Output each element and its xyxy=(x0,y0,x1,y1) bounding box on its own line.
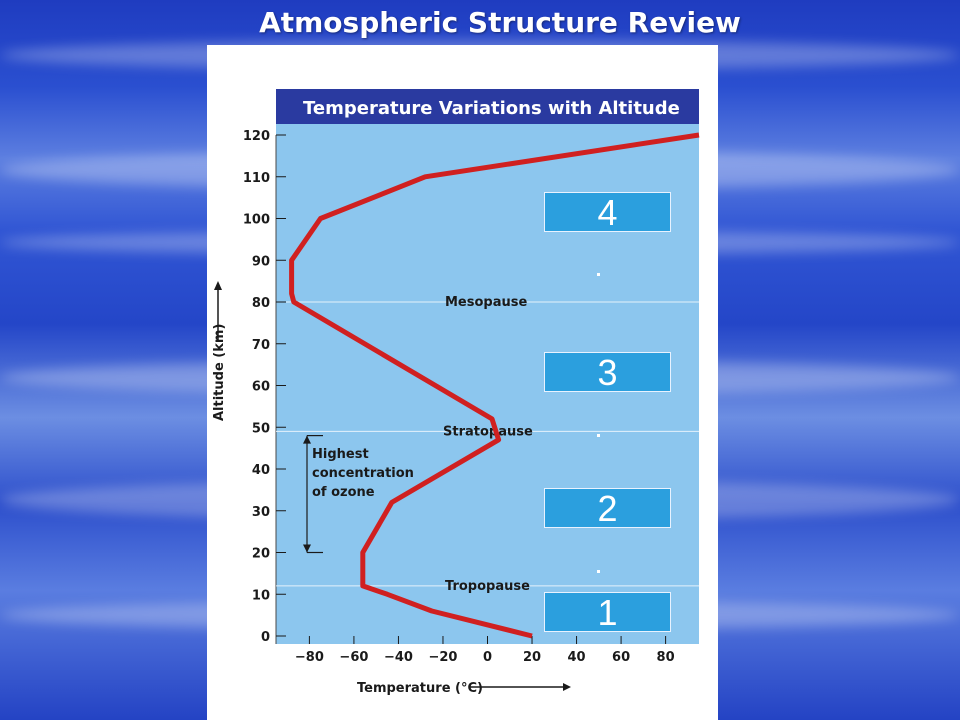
x-axis-arrowhead xyxy=(563,683,571,691)
x-tick-label: 60 xyxy=(612,650,630,665)
x-tick-label: 40 xyxy=(568,650,586,665)
y-tick-label: 70 xyxy=(252,338,270,353)
ozone-label: Highest xyxy=(312,447,369,462)
y-tick-label: 10 xyxy=(252,588,270,603)
layer-box-4: 4 xyxy=(544,192,671,233)
y-tick-label: 90 xyxy=(252,254,270,269)
y-tick-label: 120 xyxy=(243,129,270,144)
separator-dot xyxy=(597,273,600,276)
ozone-arrow-up xyxy=(303,435,311,444)
layer-box-2: 2 xyxy=(544,488,671,529)
y-tick-label: 80 xyxy=(252,296,270,311)
y-axis-arrowhead xyxy=(214,281,222,290)
y-tick-label: 100 xyxy=(243,213,270,228)
reference-line-label: Stratopause xyxy=(443,424,533,439)
y-tick-label: 110 xyxy=(243,171,270,186)
y-tick-label: 0 xyxy=(261,630,270,645)
title-band xyxy=(276,89,699,124)
y-tick-label: 50 xyxy=(252,421,270,436)
layer-box-3: 3 xyxy=(544,352,671,393)
x-tick-label: 80 xyxy=(657,650,675,665)
x-tick-label: 20 xyxy=(523,650,541,665)
x-tick-label: −60 xyxy=(339,650,368,665)
x-axis-title: Temperature (°C) xyxy=(357,681,483,696)
ozone-arrow-down xyxy=(303,544,311,553)
y-tick-label: 40 xyxy=(252,463,270,478)
slide-title: Atmospheric Structure Review xyxy=(259,6,741,39)
ozone-label: of ozone xyxy=(312,485,375,500)
ozone-label: concentration xyxy=(312,466,414,481)
x-tick-label: −40 xyxy=(384,650,413,665)
separator-dot xyxy=(597,570,600,573)
separator-dot xyxy=(597,434,600,437)
y-axis-title: Altitude (km) xyxy=(212,324,227,421)
layer-box-1: 1 xyxy=(544,592,671,633)
reference-line-label: Mesopause xyxy=(445,295,527,310)
x-tick-label: 0 xyxy=(483,650,492,665)
chart-title: Temperature Variations with Altitude xyxy=(303,98,680,119)
y-tick-label: 60 xyxy=(252,380,270,395)
y-tick-label: 20 xyxy=(252,547,270,562)
x-tick-label: −80 xyxy=(295,650,324,665)
x-tick-label: −20 xyxy=(428,650,457,665)
temperature-curve xyxy=(289,132,700,639)
y-tick-label: 30 xyxy=(252,505,270,520)
reference-line-label: Tropopause xyxy=(445,579,530,594)
